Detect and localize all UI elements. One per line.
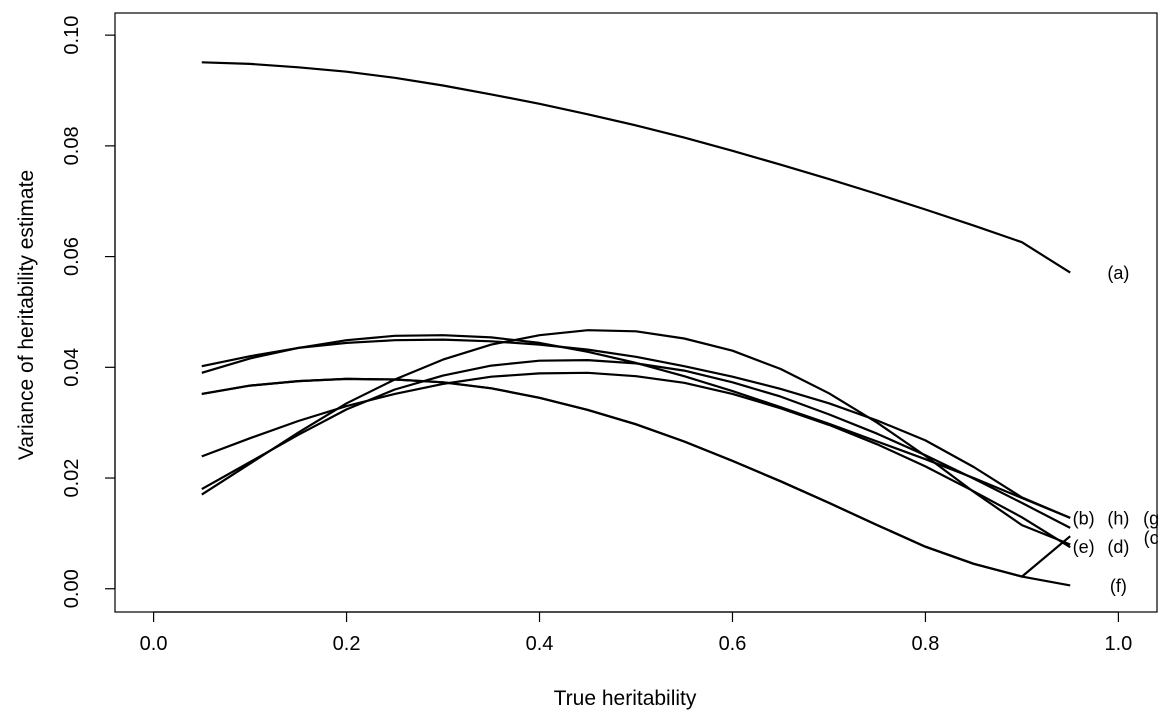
x-tick-label: 0.8 [912,633,940,655]
plot-frame [114,12,1158,613]
series-label-b: (b) [1073,508,1095,528]
series-line-f [201,377,1071,587]
series-label-d: (d) [1107,537,1129,557]
y-tick-label: 0.00 [61,569,83,608]
y-tick-label: 0.10 [61,16,83,55]
series-line-b [201,338,1071,519]
x-tick-label: 0.4 [526,633,554,655]
series-label-f: (f) [1110,576,1127,596]
x-tick-label: 0.0 [140,633,168,655]
y-tick-label: 0.02 [61,459,83,498]
series-line-e [201,371,1071,549]
series-label-c: (c) [1144,528,1158,548]
x-axis-title: True heritability [554,687,697,710]
series-line-g [201,359,1071,529]
y-tick-label: 0.06 [61,237,83,276]
x-tick-label: 0.2 [333,633,361,655]
series-label-g: (g) [1143,508,1158,528]
series-label-a: (a) [1107,263,1129,283]
series-label-h: (h) [1107,508,1129,528]
y-tick-label: 0.08 [61,126,83,165]
y-tick-label: 0.04 [61,348,83,387]
series-lines [201,61,1071,587]
series-line-c [201,329,1071,546]
series-labels: (a) (b) (h) (g)(c) (e) (d) (f) [1073,263,1158,596]
series-label-e: (e) [1073,537,1095,557]
series-line-d [201,377,1071,578]
x-axis: 0.0 0.2 0.4 0.6 0.8 1.0 [140,611,1133,655]
y-axis: 0.00 0.02 0.04 0.06 0.08 0.10 [61,16,116,608]
y-axis-title: Variance of heritability estimate [15,170,38,460]
x-tick-label: 1.0 [1105,633,1133,655]
series-line-a [201,61,1071,274]
x-tick-label: 0.6 [719,633,747,655]
